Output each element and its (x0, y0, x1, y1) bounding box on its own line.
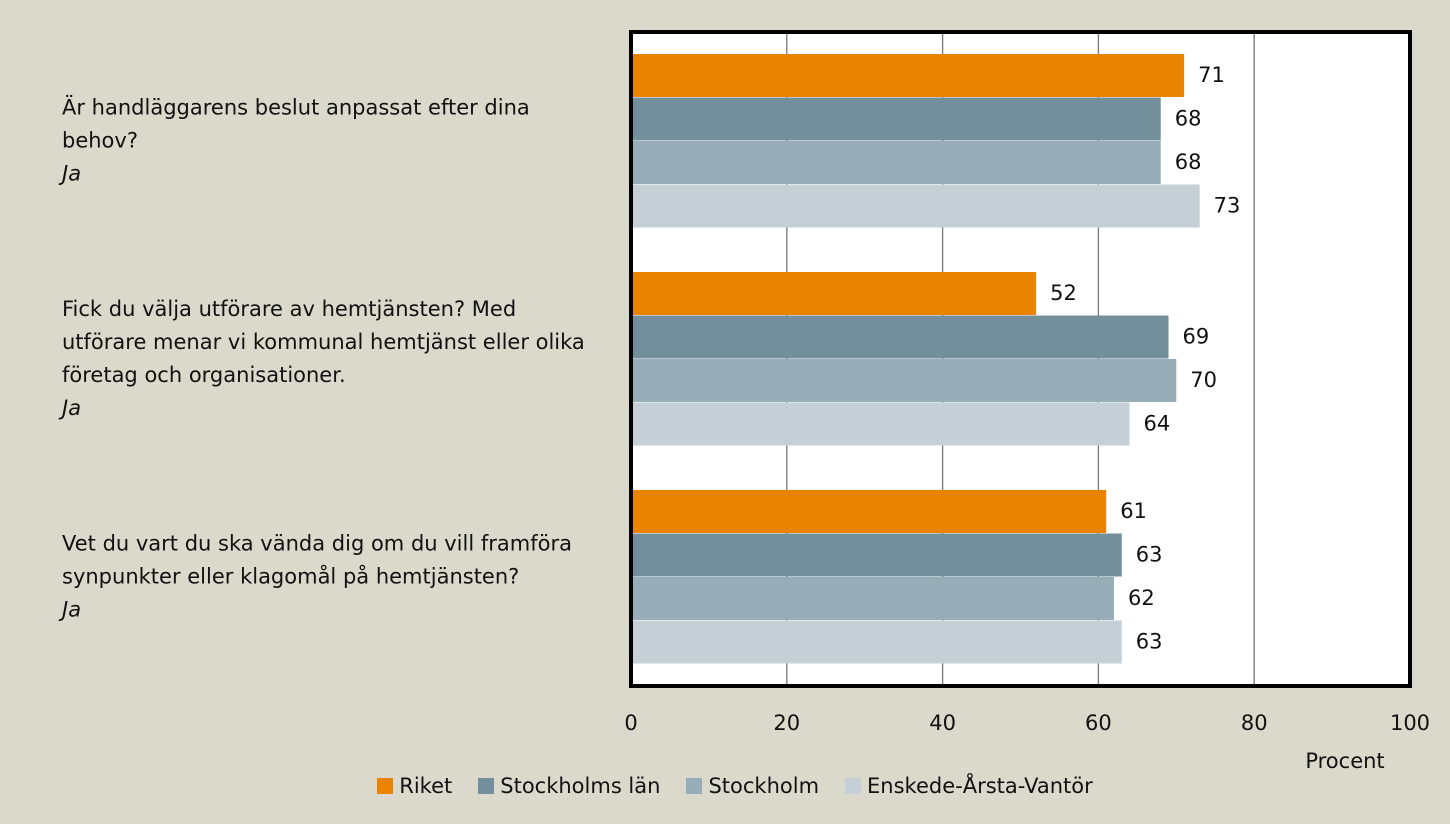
data-label: 68 (1175, 150, 1202, 174)
legend-item: Enskede-Årsta-Vantör (845, 774, 1093, 798)
data-label: 52 (1050, 281, 1077, 305)
data-label: 62 (1128, 586, 1155, 610)
bar (631, 272, 1037, 315)
legend-swatch (686, 778, 703, 794)
bar (631, 359, 1177, 402)
x-axis-label: Procent (1305, 749, 1384, 773)
legend-item: Stockholm (686, 774, 819, 798)
x-tick-label: 80 (1241, 711, 1268, 735)
legend: Riket Stockholms län Stockholm Enskede-Årst… (0, 774, 1450, 798)
x-tick-label: 20 (773, 711, 800, 735)
legend-label: Stockholms län (500, 774, 661, 798)
bar (631, 490, 1107, 533)
data-label: 61 (1120, 499, 1147, 523)
category-label: Vet du vart du ska vända dig om du vill … (62, 528, 602, 627)
x-tick-label: 100 (1390, 711, 1430, 735)
legend-swatch (478, 778, 495, 794)
legend-swatch (845, 778, 862, 794)
category-label: Fick du välja utförare av hemtjänsten? M… (62, 293, 602, 425)
legend-label: Riket (399, 774, 453, 798)
bar (631, 577, 1114, 620)
legend-item: Riket (377, 774, 452, 798)
category-note: Ja (62, 161, 82, 186)
x-tick-label: 60 (1085, 711, 1112, 735)
x-tick-label: 0 (624, 711, 637, 735)
category-text: Är handläggarens beslut anpassat efter d… (62, 95, 530, 153)
data-label: 73 (1214, 193, 1241, 217)
data-label: 63 (1136, 542, 1163, 566)
legend-label: Enskede-Årsta-Vantör (867, 774, 1093, 798)
data-label: 63 (1136, 629, 1163, 653)
category-text: Fick du välja utförare av hemtjänsten? M… (62, 297, 585, 387)
data-label: 68 (1175, 106, 1202, 130)
category-text: Vet du vart du ska vända dig om du vill … (62, 531, 572, 589)
bar (631, 315, 1169, 359)
data-label: 71 (1198, 63, 1225, 87)
bar (631, 620, 1122, 664)
data-label: 70 (1190, 368, 1217, 392)
bar (631, 184, 1200, 228)
category-note: Ja (62, 597, 82, 622)
bar (631, 141, 1161, 184)
bar (631, 54, 1185, 97)
legend-swatch (377, 778, 394, 794)
category-note: Ja (62, 396, 82, 420)
category-label: Är handläggarens beslut anpassat efter d… (62, 92, 602, 191)
bar (631, 97, 1161, 141)
legend-label: Stockholm (708, 774, 820, 798)
data-label: 69 (1183, 324, 1210, 348)
bar (631, 402, 1130, 446)
x-tick-label: 40 (929, 711, 956, 735)
legend-item: Stockholms län (478, 774, 660, 798)
data-label: 64 (1144, 411, 1171, 435)
bar (631, 533, 1122, 577)
plot-border (629, 30, 1412, 688)
